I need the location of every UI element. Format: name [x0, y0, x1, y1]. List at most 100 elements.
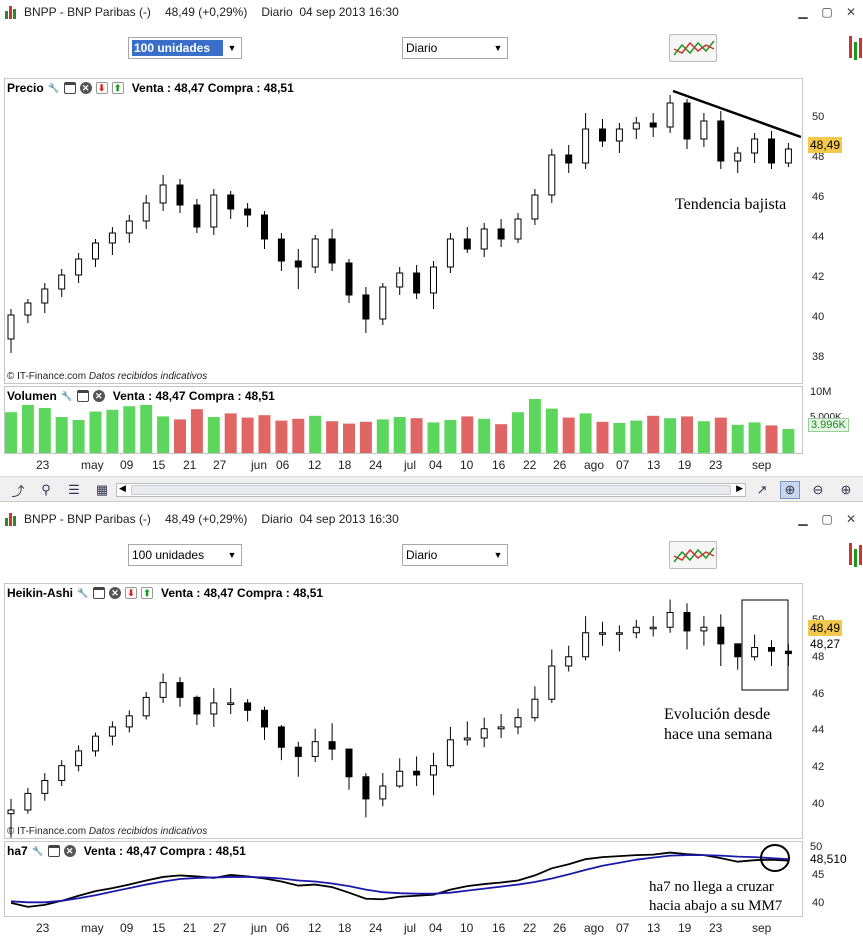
wrench-icon[interactable]: 🔧: [32, 845, 44, 856]
zoom-in-icon[interactable]: ⊕: [840, 482, 852, 497]
quote-text: Venta : 48,47 Compra : 48,51: [112, 389, 275, 403]
volume-bar: [140, 402, 153, 453]
candle-body: [24, 302, 32, 316]
app-chart-icon: [4, 512, 18, 526]
window-title: BNPP - BNP Paribas (-): [24, 5, 151, 19]
move-down-icon[interactable]: ⬇: [125, 587, 138, 599]
grid-icon[interactable]: ▦: [95, 482, 109, 497]
side-panel-icon[interactable]: [847, 539, 863, 573]
heikin-ashi-panel[interactable]: Heikin-Ashi 🔧 ✕ ⬇ ⬆ Venta : 48,47 Compra…: [4, 583, 803, 839]
candle-body: [396, 770, 404, 787]
volume-bar: [731, 424, 744, 453]
candle-body: [210, 702, 218, 715]
zoom-fit-icon[interactable]: ⊕: [780, 481, 800, 499]
date-tick: 13: [647, 921, 661, 935]
date-tick: 21: [183, 921, 197, 935]
window-icon[interactable]: [76, 390, 89, 402]
quote-text: Venta : 48,47 Compra : 48,51: [131, 81, 294, 95]
date-tick: ago: [584, 921, 605, 935]
volume-bar: [123, 406, 136, 453]
remove-icon[interactable]: ✕: [79, 82, 92, 94]
move-down-icon[interactable]: ⬇: [95, 82, 108, 94]
ha7-panel[interactable]: ha7 🔧 ✕ Venta : 48,47 Compra : 48,51 ha7…: [4, 841, 803, 917]
scroll-left-icon[interactable]: ◀: [119, 483, 126, 493]
annotation-week: Evolución desde hace una semana: [664, 706, 773, 743]
volume-value-tag: 3.996K: [808, 418, 849, 432]
volume-bar: [410, 418, 423, 453]
tool-icon[interactable]: ⚲: [41, 482, 51, 497]
indicators-button[interactable]: [669, 541, 717, 569]
scroll-thumb[interactable]: [131, 485, 731, 495]
candle-body: [649, 122, 657, 128]
list-icon[interactable]: ☰: [68, 482, 80, 497]
close-icon[interactable]: ✕: [845, 5, 857, 19]
candle-body: [176, 184, 184, 206]
chevron-down-icon: ▼: [493, 43, 503, 53]
price-panel[interactable]: Precio 🔧 ✕ ⬇ ⬆ Venta : 48,47 Compra : 48…: [4, 78, 803, 384]
volume-bar: [444, 420, 457, 453]
candle-body: [244, 702, 252, 711]
window-icon[interactable]: [63, 82, 76, 94]
period-select[interactable]: Diario ▼: [402, 37, 508, 59]
panel-title: ha7: [7, 844, 28, 858]
remove-icon[interactable]: ✕: [92, 390, 105, 402]
candle-body: [751, 647, 759, 658]
zoom-out-icon[interactable]: ⊖: [812, 482, 824, 497]
maximize-icon[interactable]: ▢: [821, 5, 833, 19]
indicators-button[interactable]: [669, 34, 717, 62]
candle-body: [41, 779, 49, 794]
date-tick: 24: [369, 921, 383, 935]
period-select[interactable]: Diario ▼: [402, 544, 508, 566]
volume-bar: [241, 417, 254, 453]
scroll-track[interactable]: ◀ ▶: [116, 483, 746, 497]
volume-bar: [562, 417, 575, 453]
move-up-icon[interactable]: ⬆: [111, 82, 124, 94]
candle-body: [463, 737, 471, 741]
candlestick-chart: [7, 89, 802, 353]
move-up-icon[interactable]: ⬆: [141, 587, 154, 599]
units-select[interactable]: 100 unidades ▼: [128, 544, 242, 566]
candle-body: [497, 726, 505, 730]
indicators-icon: [673, 40, 715, 56]
wrench-icon[interactable]: 🔧: [48, 82, 60, 93]
candle-body: [362, 294, 370, 320]
volume-bar: [55, 417, 68, 453]
candle-body: [75, 258, 83, 276]
window-title: BNPP - BNP Paribas (-): [24, 512, 151, 526]
candle-body: [649, 626, 657, 630]
candle-body: [599, 128, 606, 142]
units-select[interactable]: 100 unidades ▼: [128, 37, 242, 59]
wrench-icon[interactable]: 🔧: [61, 390, 73, 401]
remove-icon[interactable]: ✕: [63, 845, 76, 857]
side-panel-icon[interactable]: [847, 32, 863, 66]
title-bar: BNPP - BNP Paribas (-) 48,49 (+0,29%) Di…: [0, 507, 863, 531]
candle-body: [345, 262, 353, 296]
date-tick: 16: [492, 458, 506, 472]
minimize-icon[interactable]: ▁: [798, 5, 808, 19]
candle-body: [751, 138, 759, 154]
volume-panel[interactable]: Volumen 🔧 ✕ Venta : 48,47 Compra : 48,51: [4, 386, 803, 454]
price-tick: 46: [812, 191, 825, 203]
units-select-value: 100 unidades: [132, 40, 223, 56]
date-tick: 23: [36, 921, 50, 935]
window-icon[interactable]: [93, 587, 106, 599]
indicators-icon: [673, 547, 715, 563]
wrench-icon[interactable]: 🔧: [77, 587, 89, 598]
candle-body: [784, 148, 792, 164]
period-select-value: Diario: [406, 548, 438, 562]
minimize-icon[interactable]: ▁: [798, 512, 808, 526]
ha-tick: 46: [812, 687, 825, 700]
close-icon[interactable]: ✕: [845, 512, 857, 526]
window-icon[interactable]: [47, 845, 60, 857]
volume-bar: [393, 417, 406, 453]
crosshair-icon[interactable]: ⤴: [11, 483, 25, 499]
cursor-icon[interactable]: ↗: [756, 482, 768, 497]
date-tick: 26: [553, 458, 567, 472]
maximize-icon[interactable]: ▢: [821, 512, 833, 526]
scroll-right-icon[interactable]: ▶: [736, 483, 743, 493]
volume-bar: [258, 415, 271, 453]
date-tick: 10: [460, 921, 474, 935]
units-select-value: 100 unidades: [132, 548, 205, 562]
date-tick: 15: [152, 458, 166, 472]
remove-icon[interactable]: ✕: [109, 587, 122, 599]
